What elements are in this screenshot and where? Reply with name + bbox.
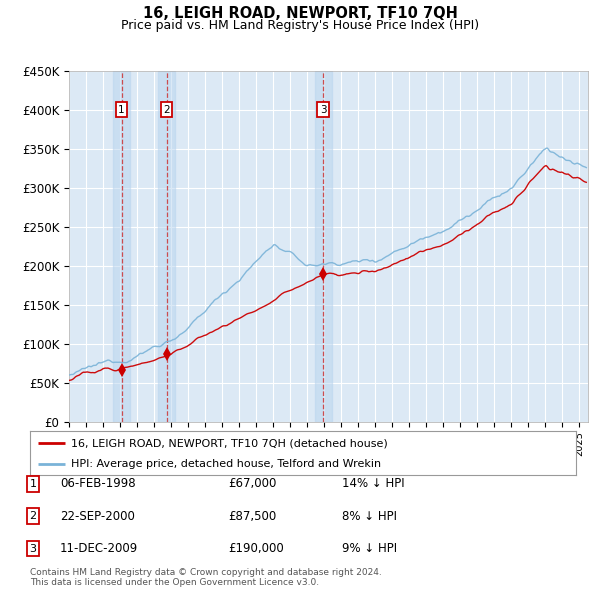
- Text: 2: 2: [163, 105, 170, 115]
- Text: 9% ↓ HPI: 9% ↓ HPI: [342, 542, 397, 555]
- Text: £67,000: £67,000: [228, 477, 277, 490]
- Text: £190,000: £190,000: [228, 542, 284, 555]
- Text: 14% ↓ HPI: 14% ↓ HPI: [342, 477, 404, 490]
- Text: 16, LEIGH ROAD, NEWPORT, TF10 7QH (detached house): 16, LEIGH ROAD, NEWPORT, TF10 7QH (detac…: [71, 438, 388, 448]
- Text: 1: 1: [118, 105, 125, 115]
- Text: 16, LEIGH ROAD, NEWPORT, TF10 7QH: 16, LEIGH ROAD, NEWPORT, TF10 7QH: [143, 6, 457, 21]
- Text: 11-DEC-2009: 11-DEC-2009: [60, 542, 138, 555]
- Text: HPI: Average price, detached house, Telford and Wrekin: HPI: Average price, detached house, Telf…: [71, 459, 381, 469]
- Text: Price paid vs. HM Land Registry's House Price Index (HPI): Price paid vs. HM Land Registry's House …: [121, 19, 479, 32]
- Text: 1: 1: [29, 479, 37, 489]
- Text: 22-SEP-2000: 22-SEP-2000: [60, 510, 135, 523]
- Text: 3: 3: [29, 544, 37, 553]
- Bar: [315, 71, 332, 422]
- Text: 3: 3: [320, 105, 326, 115]
- Text: £87,500: £87,500: [228, 510, 276, 523]
- Text: Contains HM Land Registry data © Crown copyright and database right 2024.
This d: Contains HM Land Registry data © Crown c…: [30, 568, 382, 587]
- Text: 2: 2: [29, 512, 37, 521]
- Bar: [158, 71, 175, 422]
- Text: 8% ↓ HPI: 8% ↓ HPI: [342, 510, 397, 523]
- Bar: [113, 71, 130, 422]
- Text: 06-FEB-1998: 06-FEB-1998: [60, 477, 136, 490]
